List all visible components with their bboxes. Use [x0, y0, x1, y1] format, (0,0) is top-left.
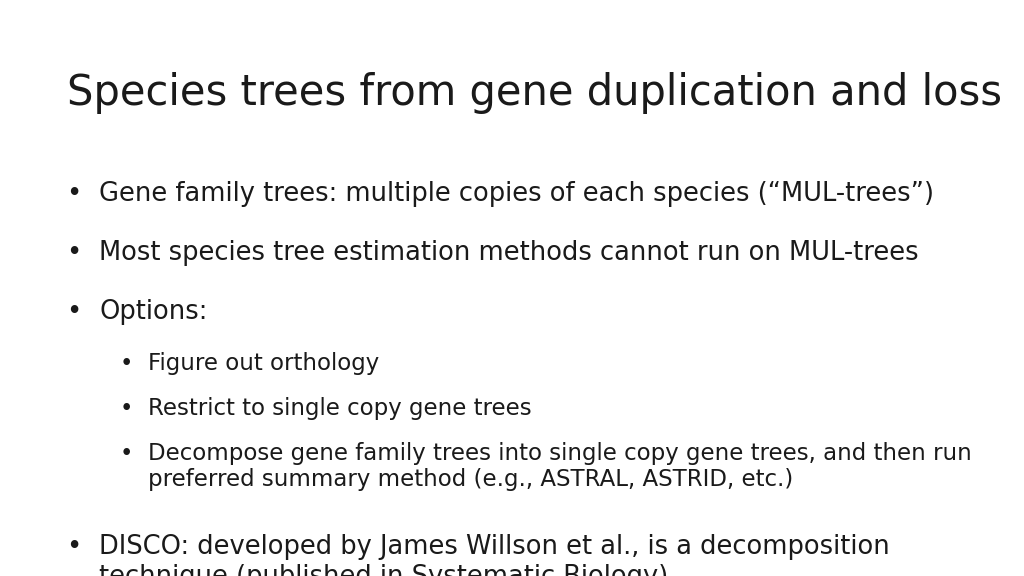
Text: •: • [120, 352, 133, 375]
Text: Species trees from gene duplication and loss: Species trees from gene duplication and … [67, 72, 1001, 114]
Text: Restrict to single copy gene trees: Restrict to single copy gene trees [148, 397, 532, 420]
Text: DISCO: developed by James Willson et al., is a decomposition
technique (publishe: DISCO: developed by James Willson et al.… [99, 534, 890, 576]
Text: Gene family trees: multiple copies of each species (“MUL-trees”): Gene family trees: multiple copies of ea… [99, 181, 934, 207]
Text: Most species tree estimation methods cannot run on MUL-trees: Most species tree estimation methods can… [99, 240, 919, 266]
Text: •: • [67, 299, 82, 325]
Text: •: • [67, 240, 82, 266]
Text: •: • [67, 181, 82, 207]
Text: Figure out orthology: Figure out orthology [148, 352, 380, 375]
Text: •: • [67, 534, 82, 560]
Text: Decompose gene family trees into single copy gene trees, and then run
preferred : Decompose gene family trees into single … [148, 442, 972, 491]
Text: Options:: Options: [99, 299, 208, 325]
Text: •: • [120, 442, 133, 465]
Text: •: • [120, 397, 133, 420]
